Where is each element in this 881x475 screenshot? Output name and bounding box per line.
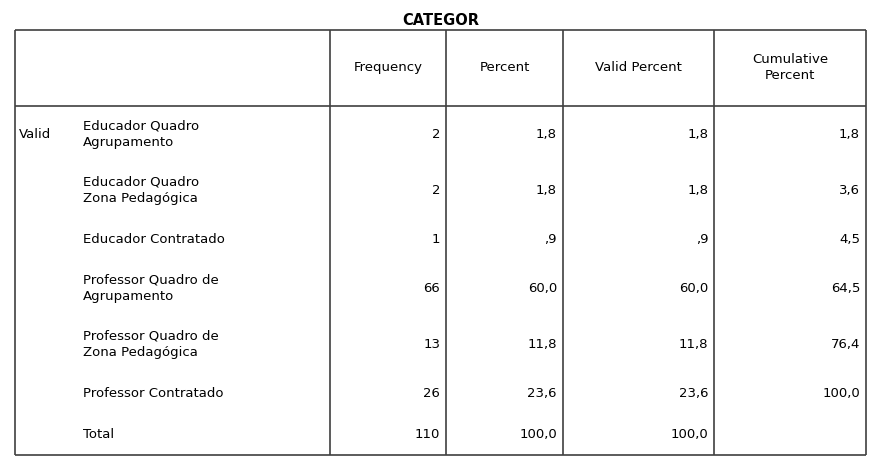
Text: 2: 2: [432, 128, 440, 141]
Text: 1,8: 1,8: [536, 184, 557, 197]
Text: 1: 1: [432, 233, 440, 246]
Text: Total: Total: [83, 428, 115, 441]
Text: 1,8: 1,8: [536, 128, 557, 141]
Text: 11,8: 11,8: [679, 338, 708, 351]
Text: Professor Quadro de
Agrupamento: Professor Quadro de Agrupamento: [83, 274, 218, 303]
Text: 11,8: 11,8: [528, 338, 557, 351]
Text: 60,0: 60,0: [679, 282, 708, 294]
Text: ,9: ,9: [696, 233, 708, 246]
Text: 1,8: 1,8: [687, 184, 708, 197]
Text: 2: 2: [432, 184, 440, 197]
Text: 23,6: 23,6: [528, 387, 557, 399]
Text: 3,6: 3,6: [839, 184, 860, 197]
Text: 76,4: 76,4: [831, 338, 860, 351]
Text: 26: 26: [424, 387, 440, 399]
Text: Educador Contratado: Educador Contratado: [83, 233, 225, 246]
Text: Valid: Valid: [19, 128, 51, 141]
Text: 100,0: 100,0: [670, 428, 708, 441]
Text: 4,5: 4,5: [839, 233, 860, 246]
Text: 110: 110: [415, 428, 440, 441]
Text: 64,5: 64,5: [831, 282, 860, 294]
Text: 66: 66: [424, 282, 440, 294]
Text: 1,8: 1,8: [839, 128, 860, 141]
Text: Educador Quadro
Agrupamento: Educador Quadro Agrupamento: [83, 120, 199, 149]
Text: CATEGOR: CATEGOR: [402, 13, 479, 28]
Text: Cumulative
Percent: Cumulative Percent: [752, 54, 828, 83]
Text: Educador Quadro
Zona Pedagógica: Educador Quadro Zona Pedagógica: [83, 176, 199, 205]
Text: Professor Contratado: Professor Contratado: [83, 387, 224, 399]
Text: Percent: Percent: [479, 61, 529, 75]
Text: Frequency: Frequency: [353, 61, 423, 75]
Text: 100,0: 100,0: [822, 387, 860, 399]
Text: Valid Percent: Valid Percent: [596, 61, 682, 75]
Text: 13: 13: [424, 338, 440, 351]
Text: 23,6: 23,6: [679, 387, 708, 399]
Text: ,9: ,9: [544, 233, 557, 246]
Text: 60,0: 60,0: [528, 282, 557, 294]
Text: Professor Quadro de
Zona Pedagógica: Professor Quadro de Zona Pedagógica: [83, 330, 218, 359]
Text: 1,8: 1,8: [687, 128, 708, 141]
Text: 100,0: 100,0: [519, 428, 557, 441]
